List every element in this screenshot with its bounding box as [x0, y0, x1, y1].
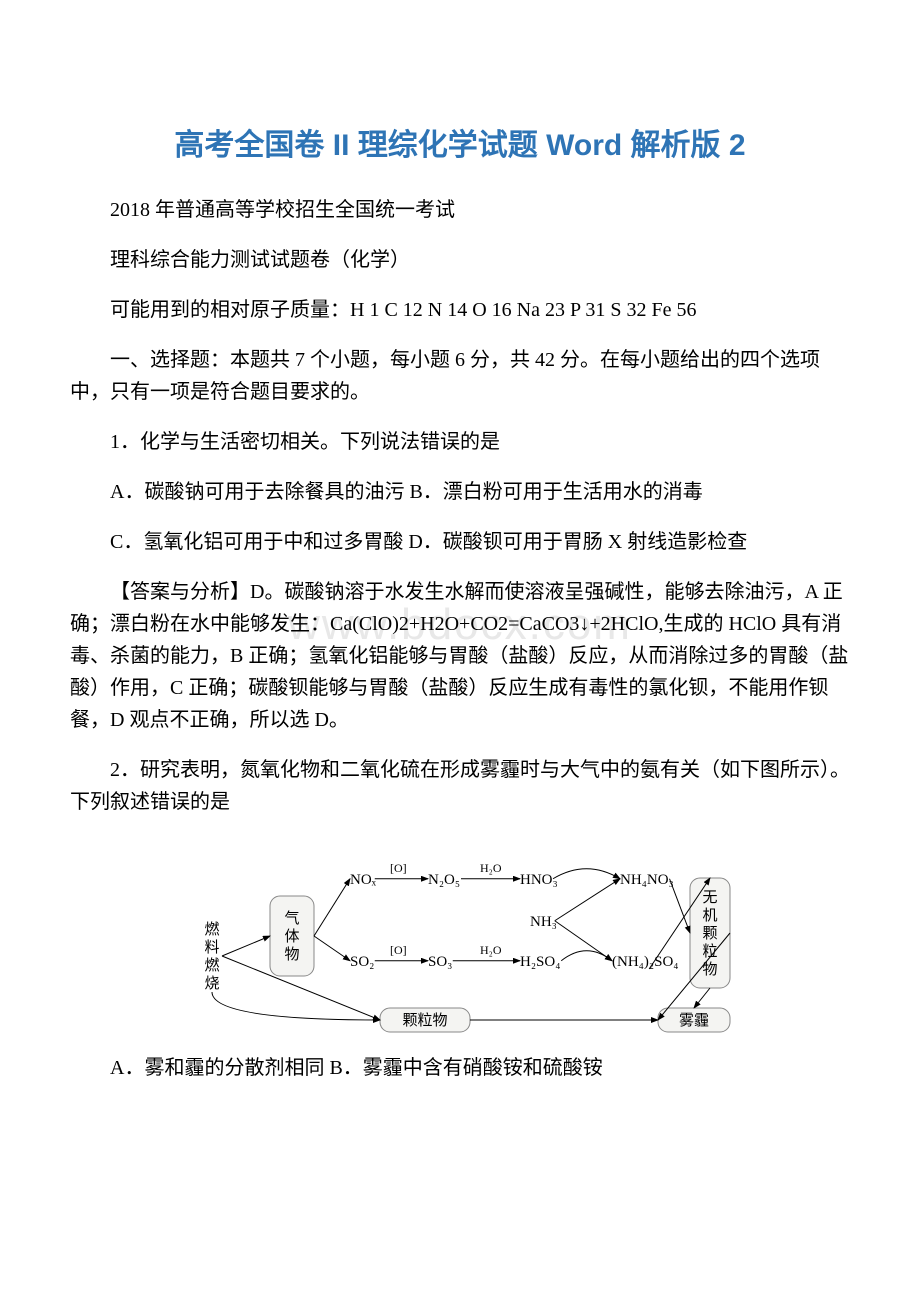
svg-text:SO₃: SO₃: [428, 954, 452, 970]
svg-text:料: 料: [204, 939, 219, 956]
svg-text:NOₓ: NOₓ: [350, 872, 377, 888]
svg-text:颗: 颗: [702, 926, 717, 942]
svg-text:无: 无: [702, 890, 717, 906]
svg-text:物: 物: [284, 946, 299, 963]
document-title: 高考全国卷 II 理综化学试题 Word 解析版 2: [70, 120, 850, 164]
svg-text:H₂SO₄: H₂SO₄: [520, 954, 560, 970]
svg-text:烧: 烧: [204, 975, 219, 992]
svg-text:H₂O: H₂O: [480, 943, 502, 957]
para-4: 一、选择题：本题共 7 个小题，每小题 6 分，共 42 分。在每小题给出的四个…: [70, 344, 850, 408]
svg-text:颗粒物: 颗粒物: [402, 1012, 447, 1029]
svg-text:燃: 燃: [204, 920, 219, 938]
svg-text:HNO₃: HNO₃: [520, 872, 558, 888]
svg-text:SO₂: SO₂: [350, 954, 374, 970]
question-1-options-cd: C．氢氧化铝可用于中和过多胃酸 D．碳酸钡可用于胃肠 X 射线造影检查: [70, 526, 850, 558]
svg-text:H₂O: H₂O: [480, 861, 502, 875]
question-1-options-ab: A．碳酸钠可用于去除餐具的油污 B．漂白粉可用于生活用水的消毒: [70, 476, 850, 508]
question-2-options-ab: A．雾和霾的分散剂相同 B．雾霾中含有硝酸铵和硫酸铵: [70, 1052, 850, 1084]
reaction-diagram: 燃料燃烧气体物NOₓSO₂[O][O]N₂O₅SO₃H₂OH₂OHNO₃H₂SO…: [70, 836, 850, 1036]
svg-text:NH₃: NH₃: [530, 914, 557, 930]
para-2: 理科综合能力测试试题卷（化学）: [70, 244, 850, 276]
svg-text:体: 体: [284, 928, 299, 945]
document-content: 高考全国卷 II 理综化学试题 Word 解析版 2 2018 年普通高等学校招…: [70, 120, 850, 1084]
reaction-diagram-svg: 燃料燃烧气体物NOₓSO₂[O][O]N₂O₅SO₃H₂OH₂OHNO₃H₂SO…: [180, 836, 740, 1036]
svg-text:雾霾: 雾霾: [679, 1012, 709, 1029]
svg-text:机: 机: [702, 907, 717, 924]
svg-text:[O]: [O]: [390, 861, 407, 875]
svg-text:燃: 燃: [204, 956, 219, 974]
para-1: 2018 年普通高等学校招生全国统一考试: [70, 194, 850, 226]
question-1-answer: 【答案与分析】D。碳酸钠溶于水发生水解而使溶液呈强碱性，能够去除油污，A 正确；…: [70, 576, 850, 736]
question-2: 2．研究表明，氮氧化物和二氧化硫在形成雾霾时与大气中的氨有关（如下图所示）。下列…: [70, 754, 850, 818]
question-1: 1．化学与生活密切相关。下列说法错误的是: [70, 426, 850, 458]
svg-text:N₂O₅: N₂O₅: [428, 872, 460, 888]
svg-text:NH₄NO₃: NH₄NO₃: [620, 872, 674, 888]
svg-text:(NH₄)₂SO₄: (NH₄)₂SO₄: [612, 954, 679, 970]
svg-text:[O]: [O]: [390, 943, 407, 957]
para-3: 可能用到的相对原子质量：H 1 C 12 N 14 O 16 Na 23 P 3…: [70, 294, 850, 326]
svg-text:气: 气: [284, 910, 299, 927]
